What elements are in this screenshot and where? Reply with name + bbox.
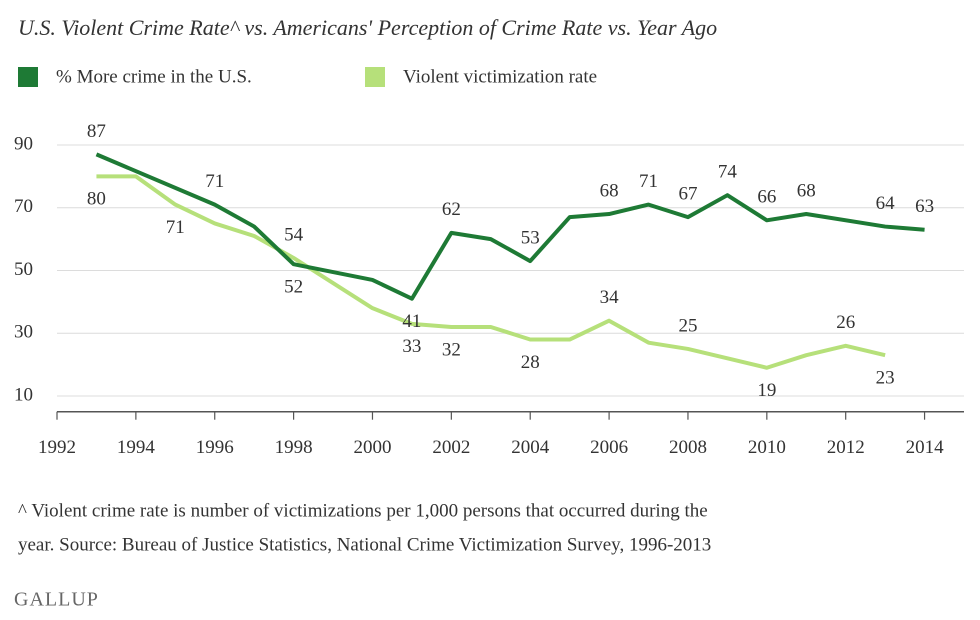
x-tick-label: 1992 [38, 437, 76, 458]
data-label: 68 [600, 180, 619, 201]
data-label: 52 [284, 277, 303, 298]
x-tick-label: 1998 [275, 437, 313, 458]
y-tick-label: 10 [14, 384, 33, 405]
data-label: 67 [678, 184, 697, 205]
x-tick-label: 2010 [748, 437, 786, 458]
brand: GALLUP [14, 589, 99, 611]
data-label: 19 [757, 380, 776, 401]
legend-label: Violent victimization rate [403, 66, 597, 87]
data-label: 34 [600, 287, 620, 308]
data-label: 26 [836, 312, 855, 333]
x-tick-label: 2014 [906, 437, 945, 458]
y-tick-label: 70 [14, 196, 33, 217]
legend-swatch [365, 67, 385, 87]
data-label: 25 [678, 315, 697, 336]
legend-swatch [18, 67, 38, 87]
data-label: 32 [442, 339, 461, 360]
data-label: 66 [757, 187, 776, 208]
y-tick-label: 30 [14, 322, 33, 343]
data-label: 33 [402, 336, 421, 357]
x-tick-label: 2008 [669, 437, 707, 458]
data-label: 63 [915, 196, 934, 217]
data-line [96, 174, 886, 370]
x-tick-label: 2004 [511, 437, 550, 458]
data-label: 87 [87, 121, 106, 142]
data-label: 62 [442, 199, 461, 220]
x-tick-label: 2000 [353, 437, 391, 458]
x-tick-label: 1996 [196, 437, 234, 458]
data-label: 71 [205, 171, 224, 192]
data-label: 68 [797, 180, 816, 201]
data-label: 23 [876, 368, 895, 389]
data-label: 71 [166, 217, 185, 238]
data-label: 80 [87, 189, 106, 210]
data-label: 53 [521, 227, 540, 248]
legend-label: % More crime in the U.S. [56, 66, 252, 87]
x-tick-label: 2002 [432, 437, 470, 458]
footnote: year. Source: Bureau of Justice Statisti… [18, 534, 711, 555]
y-tick-label: 50 [14, 259, 33, 280]
y-tick-label: 90 [14, 133, 33, 154]
data-label: 64 [876, 193, 896, 214]
x-tick-label: 2006 [590, 437, 628, 458]
data-label: 74 [718, 162, 738, 183]
data-label: 41 [402, 311, 421, 332]
data-label: 71 [639, 171, 658, 192]
x-tick-label: 1994 [117, 437, 156, 458]
data-label: 54 [284, 224, 304, 245]
chart-title: U.S. Violent Crime Rate^ vs. Americans' … [18, 15, 717, 40]
data-line [95, 152, 925, 301]
data-label: 28 [521, 352, 540, 373]
x-tick-label: 2012 [827, 437, 865, 458]
footnote: ^ Violent crime rate is number of victim… [18, 500, 708, 521]
